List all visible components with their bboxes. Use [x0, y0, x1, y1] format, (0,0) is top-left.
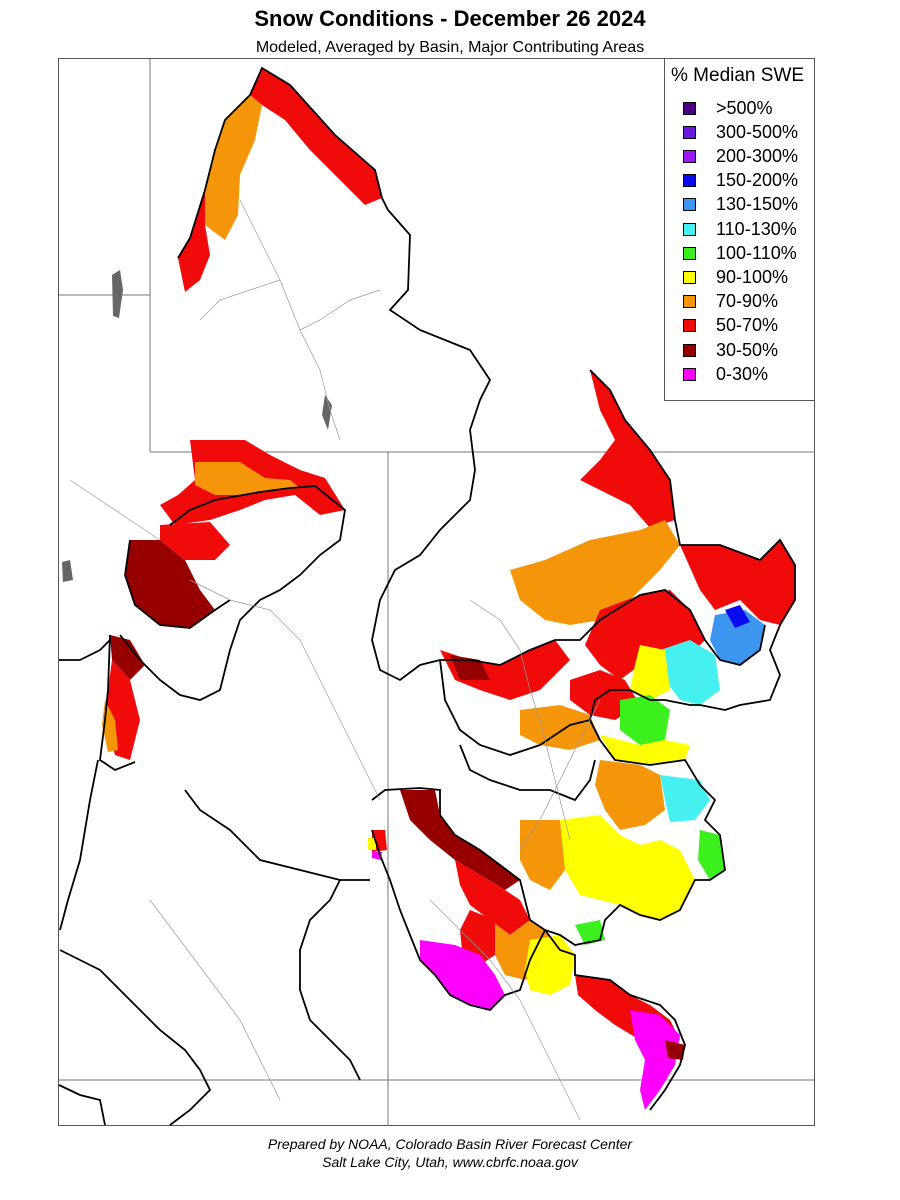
legend-title: % Median SWE: [671, 65, 805, 86]
legend-swatch: [683, 222, 696, 236]
lakes: [62, 270, 332, 582]
legend-item: 200-300%: [683, 145, 798, 167]
legend-item: 300-500%: [683, 121, 798, 143]
legend-label: 30-50%: [716, 339, 779, 360]
legend-swatch: [683, 270, 696, 284]
legend-label: 100-110%: [716, 242, 797, 263]
map-title: Snow Conditions - December 26 2024: [254, 6, 646, 31]
legend-swatch: [683, 101, 696, 115]
legend-swatch: [683, 125, 696, 139]
legend-swatch: [683, 198, 696, 212]
legend-swatch: [683, 367, 696, 381]
legend: % Median SWE >500% 300-500% 200-300% 150-20…: [664, 58, 815, 401]
legend-label: 50-70%: [716, 315, 779, 336]
legend-label: 200-300%: [716, 145, 799, 166]
legend-swatch: [683, 174, 696, 188]
legend-item: 30-50%: [683, 339, 778, 361]
legend-swatch: [683, 295, 696, 309]
legend-swatch: [683, 343, 696, 357]
legend-item: 50-70%: [683, 315, 778, 337]
legend-item: 100-110%: [683, 242, 797, 264]
legend-label: 130-150%: [716, 194, 799, 215]
legend-item: 90-100%: [683, 266, 788, 288]
legend-label: 70-90%: [716, 291, 779, 312]
legend-label: >500%: [716, 97, 773, 118]
legend-swatch: [683, 246, 696, 260]
credit-line-2: Salt Lake City, Utah, www.cbrfc.noaa.gov: [322, 1154, 578, 1170]
map-subtitle: Modeled, Averaged by Basin, Major Contri…: [255, 39, 645, 56]
legend-label: 110-130%: [716, 218, 797, 239]
basin-boundaries: [58, 66, 796, 1126]
legend-item: 130-150%: [683, 194, 798, 216]
rivers: [69, 199, 601, 1121]
legend-item: >500%: [683, 97, 773, 119]
legend-item: 110-130%: [683, 218, 797, 240]
legend-label: 0-30%: [716, 363, 769, 384]
legend-item: 70-90%: [683, 291, 778, 313]
legend-swatch: [683, 319, 696, 333]
legend-label: 300-500%: [716, 121, 799, 142]
legend-label: 90-100%: [716, 266, 789, 287]
legend-label: 150-200%: [716, 170, 799, 191]
legend-swatch: [683, 149, 696, 163]
legend-item: 0-30%: [683, 363, 768, 385]
credit-line-1: Prepared by NOAA, Colorado Basin River F…: [267, 1136, 633, 1152]
legend-item: 150-200%: [683, 170, 798, 192]
